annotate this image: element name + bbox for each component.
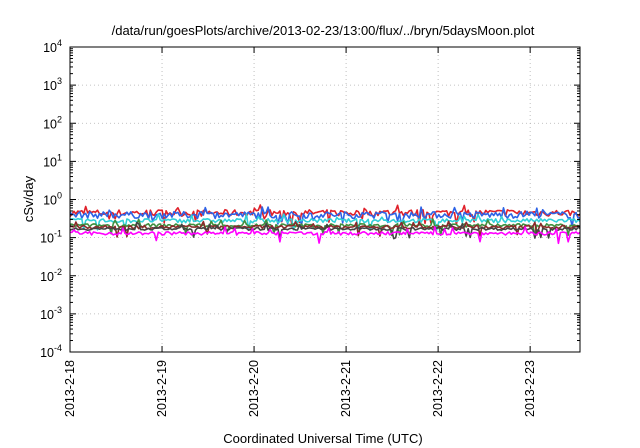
y-tick-label: 101 (43, 152, 62, 169)
series-group (69, 204, 581, 245)
chart-title: /data/run/goesPlots/archive/2013-02-23/1… (112, 23, 535, 38)
x-tick-label: 2013-2-22 (431, 360, 445, 417)
y-tick-label: 10-4 (40, 343, 62, 360)
x-axis-label: Coordinated Universal Time (UTC) (223, 431, 422, 446)
series-line (70, 226, 581, 245)
series-line (69, 213, 581, 232)
y-tick-label: 100 (43, 191, 62, 208)
grid (70, 47, 580, 352)
x-tick-label: 2013-2-18 (63, 360, 77, 417)
x-axis: 2013-2-18 2013-2-19 2013-2-20 2013-2-21 2013… (63, 47, 537, 417)
y-tick-label: 104 (43, 38, 62, 55)
y-tick-label: 102 (43, 114, 62, 131)
series-line (69, 206, 580, 227)
y-tick-label: 10-1 (40, 229, 62, 246)
y-tick-label: 10-3 (40, 305, 62, 322)
x-tick-label: 2013-2-21 (339, 360, 353, 417)
series-line (69, 221, 581, 240)
y-axis-label: cSv/day (21, 175, 36, 222)
y-tick-label: 103 (43, 76, 62, 93)
y-axis: 104 103 102 101 100 10-1 10-2 10-3 10-4 (40, 38, 580, 360)
x-tick-label: 2013-2-23 (523, 360, 537, 417)
x-tick-label: 2013-2-20 (247, 360, 261, 417)
y-tick-label: 10-2 (40, 267, 62, 284)
x-tick-label: 2013-2-19 (155, 360, 169, 417)
